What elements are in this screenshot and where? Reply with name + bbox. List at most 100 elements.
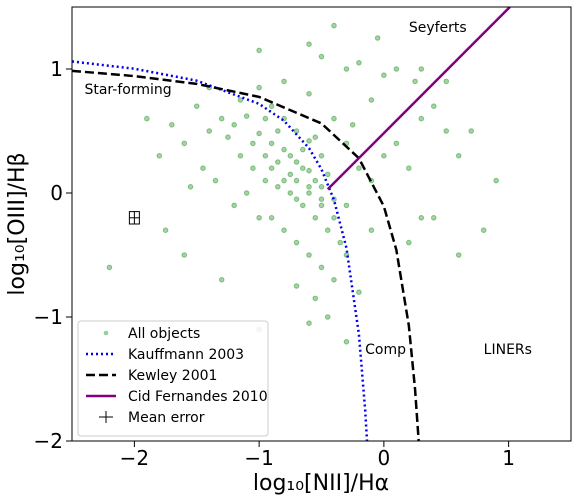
legend: All objects Kauffmann 2003 Kewley 2001 Cid … (77, 320, 269, 437)
data-point (331, 115, 337, 122)
data-point (250, 140, 256, 147)
data-point (299, 146, 306, 153)
data-point (293, 159, 300, 165)
data-point (275, 184, 281, 190)
data-point (293, 239, 300, 246)
data-point (312, 134, 319, 140)
curve (72, 69, 420, 441)
data-point (206, 128, 213, 134)
data-point (418, 115, 425, 122)
data-point (287, 153, 294, 159)
data-point (306, 320, 312, 327)
data-point (393, 140, 400, 147)
data-point (318, 264, 325, 271)
data-point (299, 165, 306, 171)
data-point (349, 122, 356, 128)
legend-label: Kewley 2001 (128, 368, 217, 384)
data-point (281, 78, 287, 85)
data-point (324, 171, 331, 178)
legend-label: All objects (128, 326, 200, 342)
data-point (343, 339, 350, 345)
data-point (225, 134, 231, 140)
x-tick-label: 1 (502, 446, 515, 470)
annotation: Seyferts (409, 20, 467, 36)
data-point (169, 122, 175, 128)
data-point (256, 84, 262, 91)
data-point (281, 146, 287, 153)
data-point (393, 66, 400, 72)
data-point (343, 66, 350, 72)
data-point (162, 227, 169, 233)
data-point (318, 153, 325, 159)
data-point (368, 97, 375, 103)
data-point (187, 184, 194, 190)
data-point (287, 190, 294, 196)
data-point (181, 140, 188, 147)
data-point (268, 215, 275, 221)
plot-area (72, 7, 511, 441)
data-point (237, 153, 244, 159)
data-point (468, 128, 475, 134)
data-point (324, 314, 331, 320)
annotation: Comp (365, 342, 406, 358)
data-point (293, 196, 300, 202)
data-point (237, 97, 244, 103)
data-point (318, 202, 325, 209)
data-point (106, 264, 113, 271)
legend-label: Cid Fernandes 2010 (128, 389, 268, 405)
data-point (275, 159, 281, 165)
error-box (128, 211, 140, 225)
y-axis-label: log₁₀[OIII]/Hβ (5, 152, 30, 295)
annotation: Star-forming (84, 82, 171, 98)
data-point (331, 215, 337, 221)
data-point (306, 91, 312, 97)
data-point (343, 202, 350, 209)
data-point (256, 47, 262, 54)
data-point (218, 277, 225, 283)
data-point (443, 128, 450, 134)
x-axis-label: log₁₀[NII]/Hα (253, 471, 389, 496)
legend-label: Mean error (128, 410, 205, 426)
data-point (231, 122, 237, 128)
curve (72, 60, 369, 441)
data-point (218, 115, 225, 122)
curve (326, 7, 511, 191)
data-point (231, 202, 237, 209)
data-point (443, 78, 450, 85)
data-point (144, 115, 150, 122)
data-point (243, 113, 250, 119)
y-tick-label: −1 (34, 305, 63, 329)
data-point (262, 177, 269, 184)
data-point (306, 184, 312, 190)
data-point (306, 167, 312, 174)
data-point (430, 103, 437, 109)
data-point (181, 252, 188, 258)
data-point (281, 227, 287, 233)
x-tick-label: −1 (244, 446, 273, 470)
y-tick-label: 0 (50, 181, 63, 205)
data-point (293, 128, 300, 134)
data-point (318, 53, 325, 60)
data-point (306, 138, 312, 144)
x-tick-label: −2 (120, 446, 149, 470)
data-point (337, 239, 344, 246)
data-point (356, 289, 362, 296)
data-point (381, 153, 387, 159)
data-point (287, 171, 294, 178)
data-point (268, 165, 275, 171)
data-point (368, 227, 375, 233)
data-point (312, 295, 319, 302)
data-point (212, 177, 219, 184)
axes-frame (71, 6, 572, 442)
data-point (281, 177, 287, 184)
data-point (412, 78, 418, 85)
data-point (262, 153, 269, 159)
data-point (312, 215, 319, 221)
data-point (299, 202, 306, 209)
data-point (250, 165, 256, 171)
data-point (356, 165, 362, 171)
y-tick-label: −2 (34, 429, 63, 453)
data-point (200, 165, 206, 171)
